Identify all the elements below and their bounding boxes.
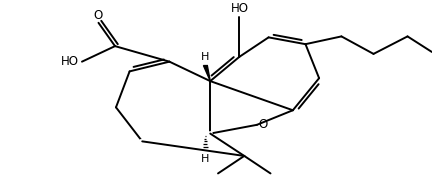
Text: O: O [93,9,102,22]
Text: HO: HO [230,2,248,15]
Text: H: H [201,154,209,164]
Text: HO: HO [61,55,79,68]
Polygon shape [204,66,210,81]
Text: O: O [259,118,268,131]
Text: H: H [201,52,209,62]
